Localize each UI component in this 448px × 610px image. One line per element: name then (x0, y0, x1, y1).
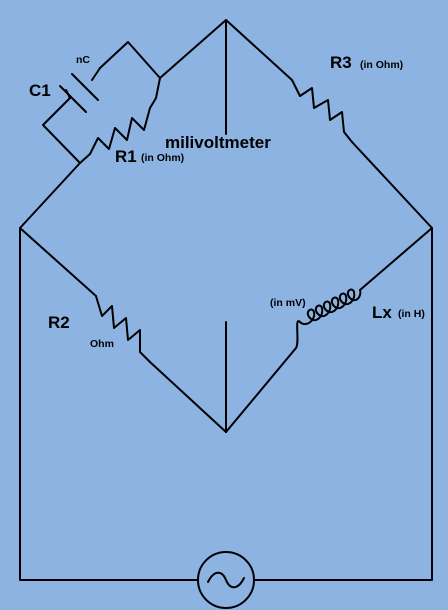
c1-branch (42, 41, 161, 164)
r2-label: R2 (48, 313, 70, 332)
outer-loop (19, 227, 433, 581)
r3-resistor (291, 79, 353, 143)
r3-unit-label: (in Ohm) (360, 59, 403, 71)
r2-resistor (95, 295, 151, 363)
r3-label: R3 (330, 53, 352, 72)
lx-arm (225, 227, 433, 433)
r2-arm (19, 227, 227, 433)
c1-plate-left (59, 85, 87, 113)
lx-inductor (295, 288, 362, 349)
milivoltmeter-label: milivoltmeter (165, 133, 271, 152)
c1-unit-label: nC (76, 54, 90, 66)
r1-unit-label: (in Ohm) (141, 152, 184, 164)
lx-label: Lx (372, 303, 392, 322)
r1-label: R1 (115, 147, 137, 166)
r1-resistor (89, 97, 157, 155)
r3-arm (225, 19, 433, 229)
c1-plate-right (71, 73, 99, 101)
ac-source-icon (197, 551, 255, 609)
r2-unit-label: Ohm (90, 338, 114, 350)
r1-arm (19, 19, 227, 229)
lx-unit-label: (in H) (398, 308, 425, 320)
c1-label: C1 (29, 81, 51, 100)
meter-unit-label: (in mV) (270, 297, 306, 309)
